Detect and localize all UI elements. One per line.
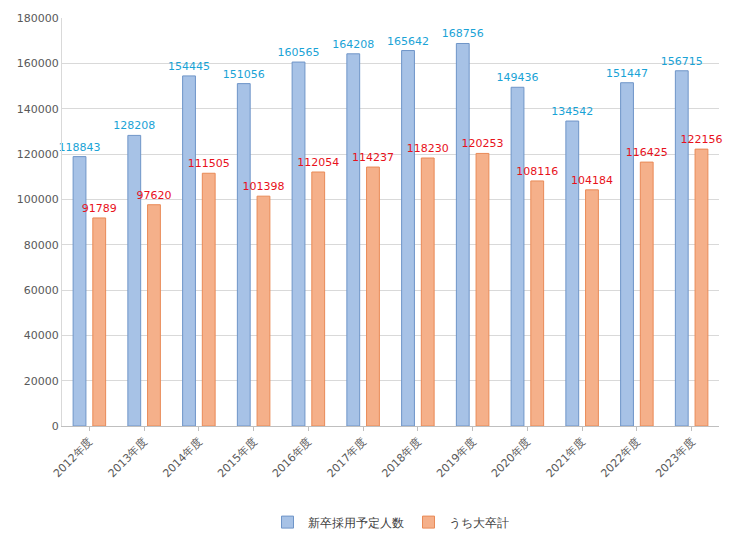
svg-text:60000: 60000 — [24, 284, 59, 297]
svg-text:91789: 91789 — [82, 202, 117, 215]
svg-text:160565: 160565 — [278, 46, 320, 59]
svg-text:104184: 104184 — [571, 174, 613, 187]
svg-text:118843: 118843 — [59, 141, 101, 154]
svg-text:160000: 160000 — [17, 57, 59, 70]
svg-text:120253: 120253 — [461, 137, 503, 150]
svg-text:2022年度: 2022年度 — [598, 436, 643, 481]
svg-text:2018年度: 2018年度 — [379, 436, 424, 481]
svg-text:108116: 108116 — [516, 165, 558, 178]
svg-text:111505: 111505 — [188, 157, 230, 170]
svg-text:149436: 149436 — [497, 71, 539, 84]
svg-text:168756: 168756 — [442, 27, 484, 40]
svg-text:2019年度: 2019年度 — [434, 436, 479, 481]
svg-text:97620: 97620 — [136, 189, 171, 202]
svg-text:2013年度: 2013年度 — [106, 436, 151, 481]
svg-text:101398: 101398 — [242, 180, 284, 193]
svg-text:新卒採用予定人数: 新卒採用予定人数 — [308, 516, 404, 530]
svg-text:2012年度: 2012年度 — [51, 436, 96, 481]
svg-text:うち大卒計: うち大卒計 — [449, 516, 509, 530]
svg-text:156715: 156715 — [661, 55, 703, 68]
svg-text:154445: 154445 — [168, 60, 210, 73]
svg-text:120000: 120000 — [17, 148, 59, 161]
svg-text:122156: 122156 — [680, 133, 722, 146]
svg-text:2015年度: 2015年度 — [215, 436, 260, 481]
svg-text:2021年度: 2021年度 — [544, 436, 589, 481]
svg-text:140000: 140000 — [17, 103, 59, 116]
svg-text:116425: 116425 — [626, 146, 668, 159]
svg-text:2020年度: 2020年度 — [489, 436, 534, 481]
svg-text:118230: 118230 — [407, 142, 449, 155]
svg-text:164208: 164208 — [332, 38, 374, 51]
svg-text:112054: 112054 — [297, 156, 339, 169]
svg-text:40000: 40000 — [24, 329, 59, 342]
svg-text:128208: 128208 — [113, 119, 155, 132]
svg-text:134542: 134542 — [551, 105, 593, 118]
svg-text:2017年度: 2017年度 — [325, 436, 370, 481]
svg-text:2016年度: 2016年度 — [270, 436, 315, 481]
svg-text:20000: 20000 — [24, 375, 59, 388]
svg-text:151056: 151056 — [223, 68, 265, 81]
svg-text:0: 0 — [52, 420, 59, 433]
svg-text:151447: 151447 — [606, 67, 648, 80]
svg-text:180000: 180000 — [17, 12, 59, 25]
svg-text:114237: 114237 — [352, 151, 394, 164]
svg-text:2023年度: 2023年度 — [653, 436, 698, 481]
svg-text:165642: 165642 — [387, 35, 429, 48]
svg-text:80000: 80000 — [24, 239, 59, 252]
svg-text:2014年度: 2014年度 — [160, 436, 205, 481]
svg-text:100000: 100000 — [17, 193, 59, 206]
